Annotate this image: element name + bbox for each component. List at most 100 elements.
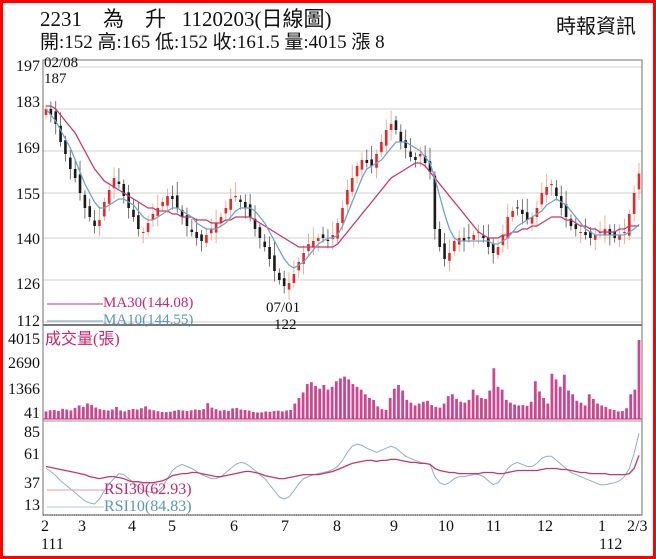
volume-bar: [612, 409, 616, 419]
candle-body: [535, 208, 539, 217]
volume-bar: [392, 388, 396, 419]
volume-bar: [318, 388, 322, 419]
price-y-tick: 169: [16, 140, 40, 157]
candle-body: [555, 187, 558, 196]
volume-bar: [600, 405, 604, 419]
volume-bar: [102, 409, 106, 419]
volume-bar: [554, 379, 558, 419]
volume-bar: [363, 394, 367, 419]
volume-panel-title: 成交量(張): [45, 331, 120, 348]
candle-body: [166, 196, 169, 206]
volume-bar: [326, 389, 330, 419]
x-tick-month: 5: [168, 518, 176, 535]
volume-bar: [334, 381, 338, 419]
x-tick-month: 11: [486, 518, 502, 535]
volume-bar: [235, 408, 239, 419]
volume-bar: [160, 411, 164, 419]
volume-bar: [65, 409, 69, 419]
brand-label: 時報資訊: [556, 16, 636, 38]
volume-bar: [637, 340, 641, 419]
candle-body: [287, 283, 291, 290]
rsi10-legend: RSI10(84.83): [104, 498, 192, 515]
ohlc-summary: 開:152 高:165 低:152 收:161.5 量:4015 漲 8: [40, 32, 385, 53]
candle-body: [73, 169, 77, 178]
volume-bar: [222, 410, 226, 419]
volume-bar: [156, 411, 160, 419]
volume-bar: [633, 389, 637, 419]
candle-body: [93, 220, 96, 226]
volume-bar: [181, 410, 185, 419]
volume-bar: [442, 403, 446, 419]
volume-bar: [368, 398, 371, 419]
volume-bar: [202, 409, 205, 419]
candle-body: [302, 253, 305, 264]
candle-body: [521, 209, 524, 214]
candle-body: [122, 184, 126, 196]
volume-bar: [198, 409, 201, 419]
candle-body: [88, 206, 92, 217]
volume-bar: [455, 398, 458, 419]
volume-bar: [401, 390, 405, 419]
candle-body: [350, 178, 354, 192]
candle-body: [418, 154, 422, 157]
volume-bar: [144, 406, 147, 419]
candle-body: [569, 218, 573, 226]
candle-body: [341, 208, 344, 223]
volume-bar: [239, 409, 243, 419]
volume-bar: [542, 398, 546, 419]
volume-bar: [621, 411, 624, 419]
candle-body: [326, 239, 330, 241]
candle-body: [506, 217, 510, 239]
candle-body: [282, 278, 286, 286]
volume-bar: [189, 410, 193, 419]
x-year-start: 111: [41, 536, 64, 553]
rsi-y-tick: 13: [24, 497, 40, 514]
volume-bar: [243, 410, 247, 419]
x-tick-month: 9: [390, 518, 398, 535]
volume-bar: [550, 373, 554, 419]
volume-bar: [185, 411, 189, 419]
volume-bar: [430, 405, 434, 419]
candle-body: [137, 215, 140, 229]
volume-bar: [488, 390, 492, 419]
rsi-y-tick: 61: [24, 446, 40, 463]
volume-bar: [214, 409, 218, 419]
volume-bar: [69, 410, 73, 419]
candle-body: [414, 157, 417, 160]
candle-body: [44, 109, 48, 115]
volume-bar: [206, 403, 210, 419]
candle-body: [268, 247, 271, 259]
candle-body: [394, 120, 398, 130]
volume-y-tick: 2690: [8, 355, 40, 372]
volume-bar: [500, 389, 504, 419]
volume-bar: [546, 403, 550, 419]
volume-bar: [44, 411, 48, 419]
candle-body: [209, 229, 213, 234]
candle-body: [54, 111, 58, 124]
volume-bar: [359, 389, 363, 419]
volume-bar: [397, 384, 400, 419]
chart-kind: (日線圖): [254, 7, 332, 31]
candle-body: [258, 227, 262, 238]
rsi30-line: [45, 455, 640, 484]
candle-body: [380, 142, 383, 153]
candle-body: [263, 241, 267, 247]
volume-bar: [77, 405, 81, 419]
candle-body: [214, 223, 218, 233]
candle-body: [399, 131, 403, 142]
volume-bar: [388, 398, 392, 419]
low-value-annotation: 122: [274, 317, 297, 333]
x-tick-month: 7: [281, 518, 289, 535]
volume-bar: [330, 386, 334, 419]
rsi-y-tick: 85: [24, 424, 40, 441]
stock-name: 為 升: [103, 7, 166, 31]
candle-body: [516, 207, 519, 209]
candle-body: [312, 241, 315, 248]
plot-border: [42, 59, 643, 516]
volume-bar: [509, 402, 512, 419]
volume-bar: [272, 411, 276, 419]
candle-body: [146, 223, 150, 232]
price-y-tick: 112: [16, 313, 40, 330]
candle-body: [278, 272, 281, 280]
